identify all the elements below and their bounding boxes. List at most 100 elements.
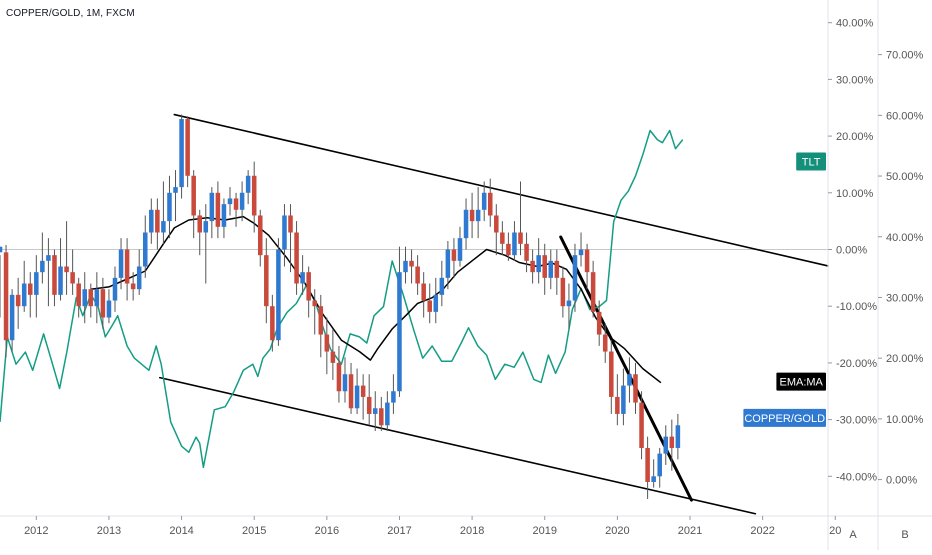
candle-body <box>439 277 445 295</box>
candle-body <box>215 192 221 227</box>
candle-body <box>487 192 493 216</box>
axis-b-tick-label: 50.00% <box>886 171 924 183</box>
candle-body <box>336 362 342 392</box>
candles-layer <box>0 114 681 499</box>
candle-body <box>469 209 475 222</box>
candle-body <box>185 119 190 176</box>
candle-body <box>118 249 124 278</box>
axis-b-name: B <box>901 529 908 541</box>
candle-body <box>112 277 118 301</box>
candle-body <box>379 408 384 426</box>
candle-body <box>155 209 160 233</box>
axis-b-tick-label: 10.00% <box>886 414 924 426</box>
candle-body <box>106 300 112 318</box>
candle-body <box>257 215 263 256</box>
candle-body <box>427 300 432 312</box>
candle-body <box>342 374 348 392</box>
candle-body <box>330 351 336 363</box>
x-tick-label: 2022 <box>750 525 774 537</box>
candle-body <box>542 255 547 278</box>
x-tick-label: 2014 <box>169 525 193 537</box>
lower-channel-line <box>158 376 757 515</box>
candle-body <box>264 255 269 307</box>
candle-body <box>40 260 45 273</box>
axis-b-tick-label: 60.00% <box>886 110 924 122</box>
candle-body <box>445 249 451 278</box>
candle-body <box>554 260 560 278</box>
candle-body <box>457 238 463 261</box>
candle-body <box>645 447 650 482</box>
candle-body <box>179 119 184 188</box>
x-tick-label: 2018 <box>460 525 484 537</box>
candle-body <box>397 272 402 392</box>
x-tick-label: 2016 <box>315 525 339 537</box>
candle-body <box>506 243 511 256</box>
candle-body <box>524 243 529 261</box>
candle-body <box>270 306 275 341</box>
axis-a-tick-label: -20.00% <box>836 358 877 370</box>
candle-body <box>197 215 202 233</box>
candle-body <box>239 192 245 210</box>
candle-body <box>191 175 196 216</box>
candle-body <box>518 232 523 244</box>
candle-body <box>149 209 154 233</box>
candle-body <box>161 221 166 233</box>
series-tag-label: TLT <box>802 156 821 168</box>
candle-body <box>512 232 517 256</box>
candle-body <box>100 289 106 318</box>
axis-a-tick-label: 30.00% <box>836 74 874 86</box>
ema-ma-line <box>90 215 662 384</box>
candle-body <box>669 436 675 448</box>
candle-body <box>300 272 305 284</box>
axis-a-tick-label: -40.00% <box>836 471 877 483</box>
candle-body <box>209 192 215 222</box>
axis-b-tick-label: 70.00% <box>886 50 924 62</box>
candle-body <box>312 300 317 307</box>
candle-body <box>657 453 662 477</box>
candle-body <box>82 289 88 307</box>
x-tick-label: 20 <box>829 525 841 537</box>
axis-a-tick-label: 10.00% <box>836 188 874 200</box>
symbol-label: COPPER/GOLD, 1M, FXCM <box>6 8 135 19</box>
candle-body <box>360 385 366 397</box>
candle-body <box>136 266 142 290</box>
upper-channel-line <box>173 113 829 267</box>
candle-body <box>233 198 239 210</box>
candle-body <box>391 391 396 403</box>
candle-body <box>627 374 632 386</box>
axis-b-tick-label: 0.00% <box>886 475 917 487</box>
candle-body <box>46 255 51 261</box>
axis-a-tick-label: -10.00% <box>836 301 877 313</box>
candle-body <box>385 402 390 426</box>
breakdown-trendline <box>559 235 693 502</box>
candle-body <box>348 374 354 409</box>
candle-body <box>0 246 3 253</box>
axis-b-tick-label: 20.00% <box>886 353 924 365</box>
candle-body <box>294 232 299 284</box>
candle-body <box>9 294 15 341</box>
candle-body <box>124 249 130 284</box>
candle-body <box>227 198 233 205</box>
axis-a-tick-label: 40.00% <box>836 18 874 30</box>
candle-body <box>596 311 602 335</box>
candle-body <box>27 283 33 295</box>
candle-body <box>52 255 57 295</box>
candle-body <box>76 283 81 307</box>
series-tag-bg <box>796 152 826 171</box>
candle-body <box>318 306 324 335</box>
candle-body <box>64 266 69 273</box>
candle-body <box>530 260 535 273</box>
candle-body <box>481 192 487 210</box>
candle-body <box>463 209 469 239</box>
candle-body <box>173 187 178 193</box>
candle-body <box>548 260 554 278</box>
candle-body <box>609 351 614 397</box>
candle-body <box>494 215 499 233</box>
axis-a-tick-label: -30.00% <box>836 415 877 427</box>
candle-body <box>572 255 578 301</box>
candle-body <box>633 374 638 403</box>
candle-body <box>94 289 100 307</box>
candle-body <box>621 385 626 414</box>
candle-body <box>675 425 681 448</box>
